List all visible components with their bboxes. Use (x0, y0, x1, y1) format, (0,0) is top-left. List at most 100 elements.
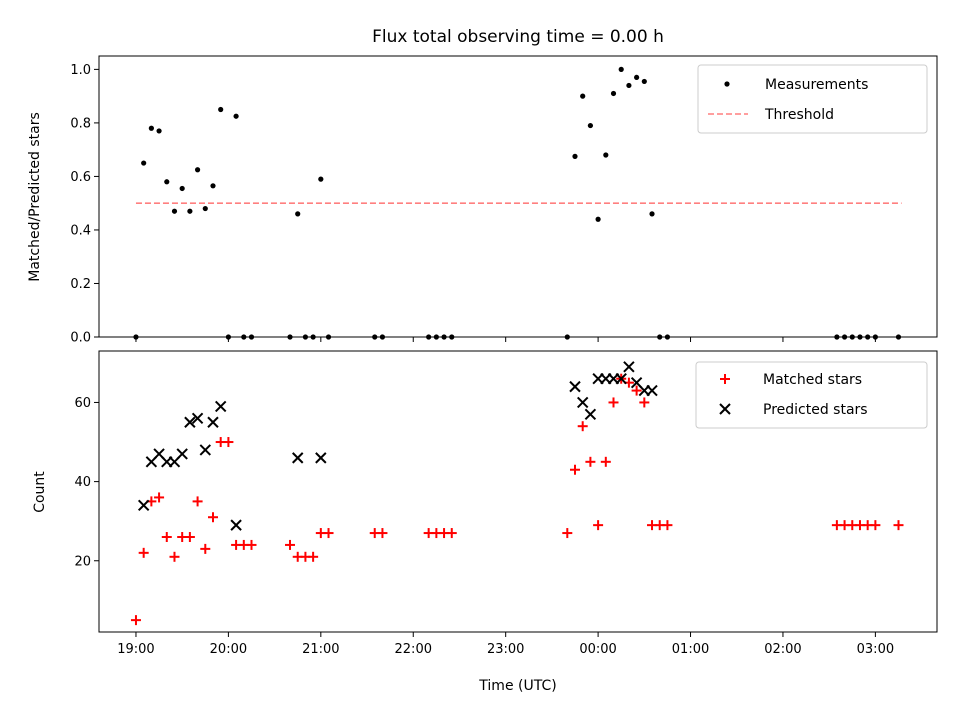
matched-star-point (154, 492, 165, 503)
top-panel: Flux total observing time = 0.00 h 0.00.… (27, 27, 938, 346)
measurement-point (657, 334, 663, 340)
predicted-star-point-b (153, 448, 165, 460)
measurement-point (164, 179, 170, 185)
predicted-star-point-b (191, 412, 204, 424)
measurement-point (564, 334, 570, 340)
y-tick-label: 0.2 (70, 277, 91, 292)
y-tick-label: 0.8 (70, 116, 91, 131)
predicted-star-point (214, 400, 227, 413)
predicted-star-point-b (569, 380, 581, 393)
matched-star-point (308, 551, 319, 562)
measurement-point (218, 106, 224, 113)
measurement-point (225, 334, 231, 340)
y-tick-label: 40 (74, 475, 91, 490)
top-legend: Measurements Threshold (697, 64, 928, 134)
matched-star-point (593, 520, 604, 531)
measurement-point (194, 167, 201, 173)
predicted-star-point (615, 372, 627, 385)
predicted-star-point (191, 412, 204, 424)
predicted-star-point (646, 384, 658, 397)
predicted-star-point-b (576, 396, 589, 409)
measurement-point (641, 78, 647, 85)
measurement-point (649, 211, 655, 217)
matched-star-point (870, 520, 881, 531)
matched-star-point (207, 512, 218, 523)
matched-star-point (223, 437, 234, 448)
measurement-point (302, 334, 309, 340)
matched-star-point (169, 551, 180, 562)
matched-star-point (562, 528, 573, 539)
predicted-star-point (569, 380, 581, 393)
measurement-point (865, 334, 871, 340)
y-tick-label: 0.0 (70, 331, 91, 346)
measurement-point (849, 334, 855, 340)
measurement-point (241, 334, 247, 340)
top-y-axis-label: Matched/Predicted stars (27, 112, 43, 282)
y-tick-label: 0.6 (70, 170, 91, 185)
matched-star-point (130, 615, 141, 626)
predicted-star-point-b (615, 372, 627, 385)
y-tick-label: 60 (74, 396, 91, 411)
matched-star-point (246, 539, 257, 550)
predicted-star-point (207, 416, 219, 428)
predicted-star-point-b (292, 452, 304, 464)
y-tick-label: 20 (74, 554, 91, 569)
matched-star-point (600, 456, 611, 467)
measurement-point (325, 334, 332, 340)
predicted-star-point (576, 396, 589, 409)
measurement-point (171, 208, 178, 214)
legend-marker-predicted-b (719, 403, 731, 415)
matched-star-point (608, 397, 619, 408)
top-plot-area: 0.0 0.2 0.4 0.6 0.8 1.0 Measurements Threshold (70, 55, 938, 346)
matched-star-point (323, 528, 334, 539)
legend-label-predicted: Predicted stars (763, 402, 868, 418)
matched-star-point (184, 532, 195, 543)
matched-star-point (161, 532, 172, 543)
x-tick-label: 02:00 (764, 642, 801, 657)
predicted-star-point-b (584, 408, 597, 421)
measurement-point (441, 334, 447, 340)
measurement-point (148, 125, 154, 131)
predicted-star-point (623, 361, 635, 373)
measurement-point (248, 334, 255, 340)
matched-star-point (662, 520, 673, 531)
measurement-point (841, 334, 848, 340)
top-legend-box (697, 64, 928, 134)
predicted-star-point-b (184, 416, 196, 428)
measurement-point (603, 152, 609, 158)
measurement-point (156, 128, 162, 134)
bottom-y-axis-label: Count (32, 471, 48, 513)
matched-star-point (577, 421, 588, 432)
measurement-point (664, 334, 671, 340)
legend-marker-matched (720, 374, 730, 384)
predicted-star-point (137, 499, 150, 512)
measurement-point (141, 160, 147, 166)
measurement-point (179, 185, 185, 192)
bottom-plot-area: 20 40 60 19:00 20:00 21:00 22:00 23:00 00:00 01:0… (74, 350, 938, 657)
matched-star-point (200, 543, 211, 554)
predicted-star-point-b (630, 376, 643, 389)
measurement-point (379, 334, 386, 340)
bottom-legend: Matched stars Predicted stars (695, 361, 928, 429)
predicted-star-point-b (646, 384, 658, 397)
x-tick-label: 20:00 (210, 642, 247, 657)
measurement-point (187, 208, 193, 214)
measurement-point (895, 334, 902, 340)
predicted-star-point-b (199, 444, 211, 456)
matched-star-point (893, 520, 904, 531)
matched-star-point (446, 528, 457, 539)
predicted-star-point-b (207, 416, 219, 428)
measurement-point (318, 176, 324, 182)
predicted-star-point (230, 519, 242, 531)
matched-star-point (639, 397, 650, 408)
predicted-star-point (184, 416, 196, 428)
predicted-star-point (292, 452, 304, 464)
matched-star-point (631, 385, 642, 396)
y-tick-label: 1.0 (70, 63, 91, 78)
matched-star-point (569, 464, 580, 475)
measurement-point (595, 216, 601, 222)
measurement-point (372, 334, 378, 340)
x-tick-label: 19:00 (117, 642, 154, 657)
x-tick-label: 01:00 (672, 642, 709, 657)
x-tick-label: 00:00 (579, 642, 616, 657)
